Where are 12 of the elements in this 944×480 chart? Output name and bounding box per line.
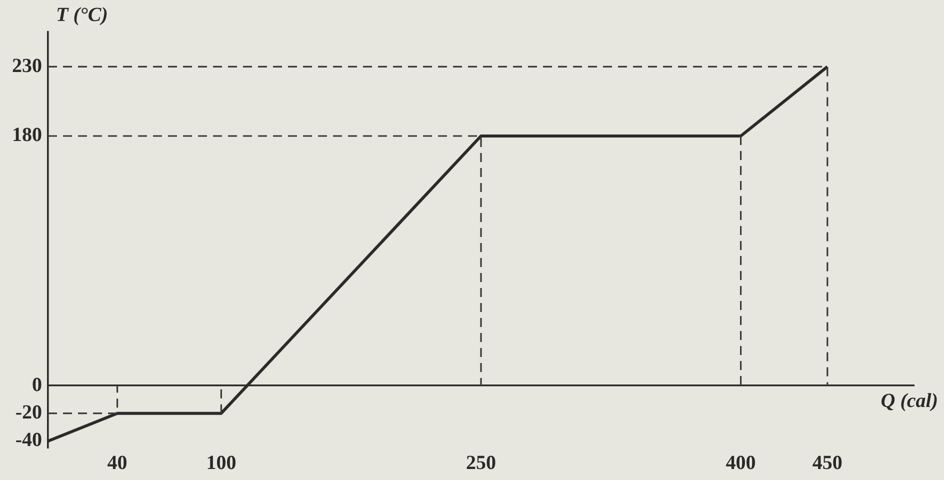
x-tick-label: 450 — [812, 452, 842, 474]
x-axis-title: Q (cal) — [880, 390, 938, 412]
x-tick-label: 250 — [466, 452, 496, 474]
x-tick-label: 400 — [726, 452, 756, 474]
y-axis-title: T (°C) — [56, 4, 108, 26]
x-tick-label: 40 — [107, 452, 128, 474]
y-tick-label: 230 — [12, 54, 42, 77]
y-tick-label: 180 — [12, 124, 42, 146]
y-tick-label: -40 — [15, 429, 42, 452]
y-tick-label: 0 — [32, 374, 42, 396]
y-tick-label: -20 — [15, 402, 42, 424]
x-tick-label: 100 — [206, 452, 236, 474]
